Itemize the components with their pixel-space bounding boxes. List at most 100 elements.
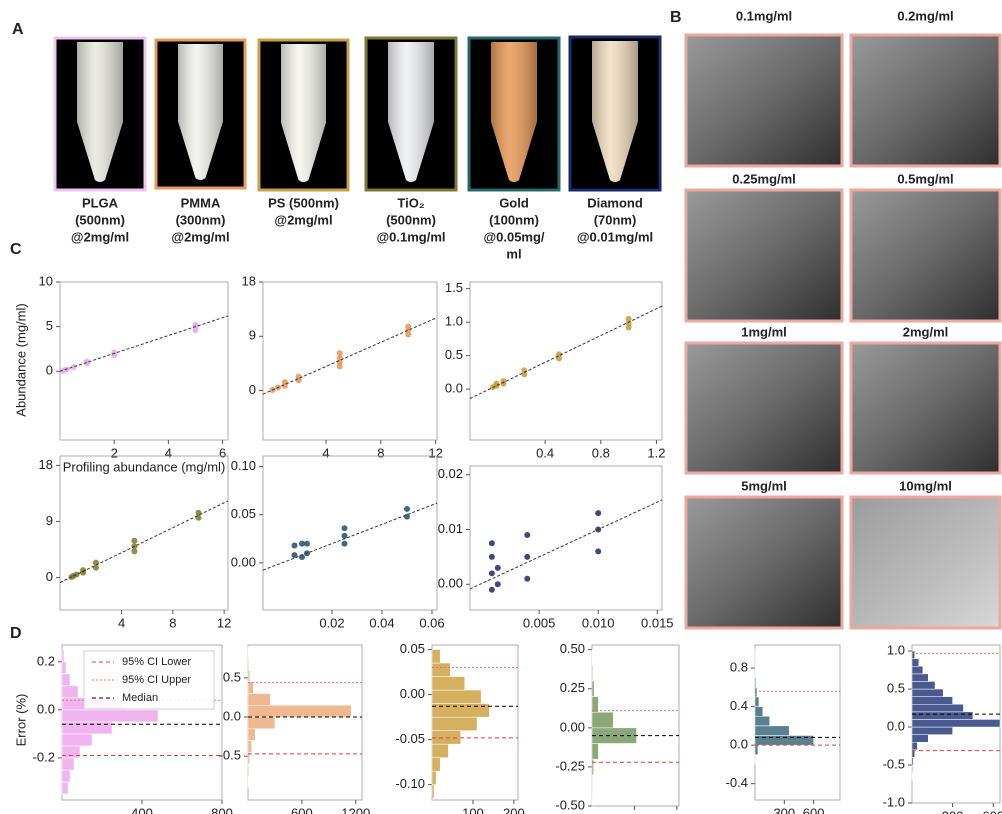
- image-label: 0.25mg/ml: [732, 171, 796, 186]
- y-tick-label: -0.10: [395, 776, 425, 791]
- image-label: 5mg/ml: [741, 478, 787, 493]
- y-tick-label: 0.50: [560, 641, 585, 656]
- x-tick-label: 0.010: [582, 615, 615, 630]
- hist-bar: [912, 704, 963, 712]
- y-tick-label: 0.4: [730, 698, 748, 713]
- x-tick-label: 2: [111, 445, 118, 460]
- hist-bar: [592, 712, 613, 728]
- hist-bar: [755, 726, 789, 736]
- sample-label: (70nm): [594, 212, 637, 227]
- fit-line: [470, 500, 662, 589]
- hist-bar: [248, 705, 351, 717]
- y-tick-label: 1.5: [445, 280, 463, 295]
- y-tick-label: 0: [46, 569, 53, 584]
- x-tick-label: 12: [428, 445, 442, 460]
- x-tick-label: 8: [169, 615, 176, 630]
- hist-bar: [912, 712, 973, 720]
- hist-bar: [432, 771, 436, 785]
- sample-label: PLGA: [82, 195, 119, 210]
- sample-label: (500nm): [386, 212, 436, 227]
- hist-bar: [62, 710, 158, 722]
- y-tick-label: 0.2: [37, 653, 55, 668]
- x-tick-label: 600: [291, 805, 313, 814]
- point: [489, 570, 495, 576]
- fit-line: [60, 316, 228, 371]
- hist-bar: [912, 681, 935, 689]
- figure: A B C D PLGA(500nm)@2mg/mlPMMA(300nm)@2m…: [0, 0, 1002, 814]
- micrograph: [851, 343, 1000, 473]
- point: [489, 587, 495, 593]
- y-tick-label: 0.00: [438, 576, 463, 591]
- hist-bar: [248, 729, 255, 741]
- point: [292, 543, 298, 549]
- hist-bar: [432, 744, 448, 758]
- sample-label: TiO₂: [397, 195, 424, 210]
- y-tick-label: 9: [46, 513, 53, 528]
- y-tick-label: 0.01: [438, 521, 463, 536]
- hist-bar: [62, 686, 78, 698]
- point: [80, 567, 86, 573]
- point: [304, 541, 310, 547]
- y-tick-label: 0.05: [231, 506, 256, 521]
- point: [196, 510, 202, 516]
- x-tick-label: 4: [322, 445, 329, 460]
- hist-bar: [248, 717, 275, 729]
- image-label: 2mg/ml: [903, 324, 949, 339]
- hist-bar: [432, 663, 450, 677]
- hist-bar: [62, 746, 80, 758]
- hist-bar: [592, 681, 594, 697]
- sample-label: @0.05mg/: [483, 229, 544, 244]
- x-tick-label: 6: [219, 445, 226, 460]
- y-tick-label: 0.00: [400, 686, 425, 701]
- y-tick-label: -0.5: [883, 756, 905, 771]
- point: [337, 350, 343, 356]
- sample-label: @2mg/ml: [274, 212, 332, 227]
- x-tick-label: 4: [165, 445, 172, 460]
- x-tick-label: 300: [773, 805, 795, 814]
- sample-label: @2mg/ml: [171, 229, 229, 244]
- y-tick-label: -0.5: [219, 748, 241, 763]
- point: [131, 538, 137, 544]
- y-tick-label: 0.25: [560, 680, 585, 695]
- y-tick-label: 0.0: [730, 737, 748, 752]
- point: [595, 548, 601, 554]
- hist-bar: [62, 662, 66, 674]
- point: [495, 581, 501, 587]
- y-tick-label: 9: [249, 328, 256, 343]
- y-tick-label: -0.05: [395, 731, 425, 746]
- point: [111, 350, 117, 356]
- point: [296, 374, 302, 380]
- y-tick-label: 18: [39, 457, 53, 472]
- legend-label: 95% CI Upper: [122, 674, 191, 686]
- point: [342, 541, 348, 547]
- fit-line: [263, 318, 437, 395]
- micrograph: [686, 343, 842, 473]
- hist-bar: [432, 758, 440, 772]
- hist-bar: [248, 741, 252, 753]
- plot-frame: [470, 282, 662, 440]
- y-tick-label: -1.0: [883, 794, 905, 809]
- hist-bar: [62, 674, 70, 686]
- y-tick-label: 18: [242, 273, 256, 288]
- hist-bar: [248, 764, 249, 776]
- y-tick-label: -0.50: [555, 797, 585, 812]
- x-tick-label: 600: [982, 808, 1002, 814]
- point: [524, 554, 530, 560]
- hist-bar: [432, 717, 477, 731]
- y-tick-label: 0: [249, 382, 256, 397]
- plot-frame: [470, 466, 662, 610]
- hist-bar: [592, 775, 593, 791]
- hist-bar: [62, 782, 68, 794]
- y-tick-label: 0.10: [231, 458, 256, 473]
- image-label: 10mg/ml: [899, 478, 952, 493]
- point: [404, 506, 410, 512]
- hist-bar: [755, 745, 758, 755]
- fit-line: [263, 503, 437, 570]
- x-tick-label: 0.8: [592, 445, 610, 460]
- x-tick-label: 4: [118, 615, 125, 630]
- point: [74, 571, 80, 577]
- micrograph: [851, 190, 1000, 321]
- y-tick-label: 0.0: [445, 381, 463, 396]
- legend-label: Median: [122, 692, 158, 704]
- y-tick-label: 0.0: [887, 718, 905, 733]
